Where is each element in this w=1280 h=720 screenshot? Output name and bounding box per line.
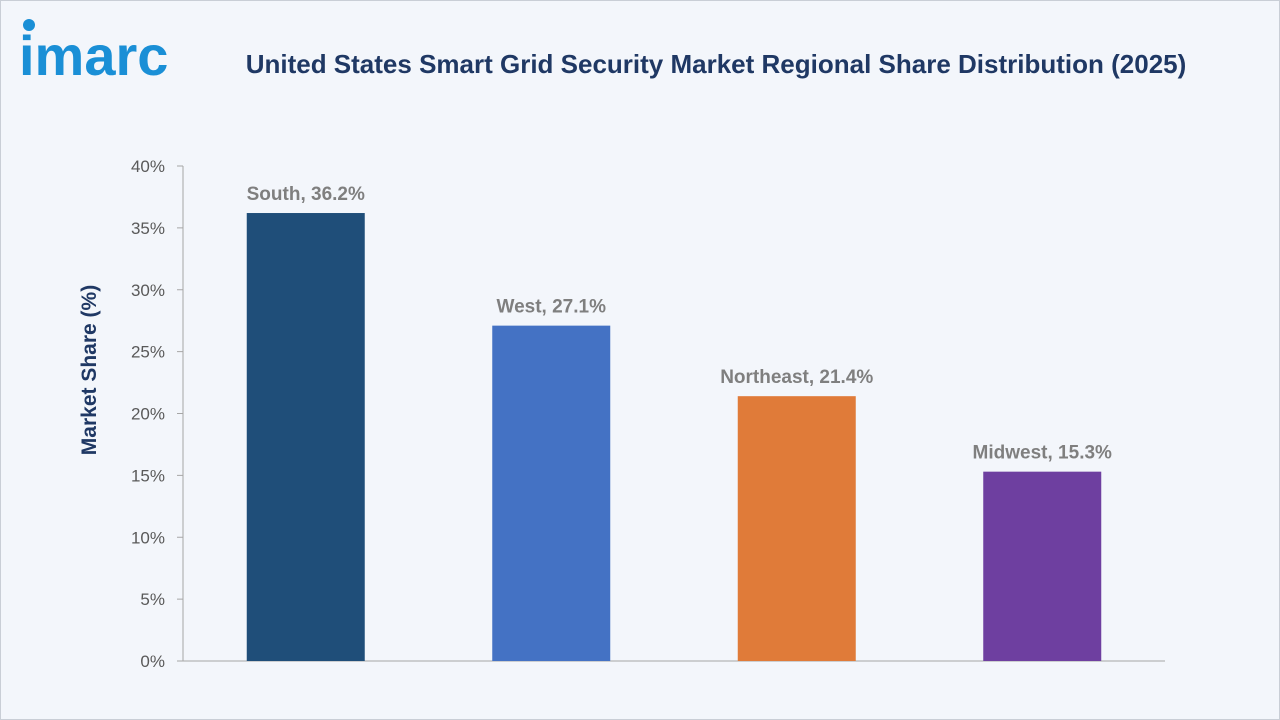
- bar-south: [246, 213, 365, 661]
- y-tick-label: 5%: [140, 590, 165, 609]
- data-label-west: West, 27.1%: [497, 297, 607, 318]
- data-label-south: South, 36.2%: [247, 184, 365, 205]
- chart-title: United States Smart Grid Security Market…: [245, 49, 1187, 79]
- logo-dot: [23, 19, 35, 31]
- y-tick-label: 40%: [131, 157, 165, 176]
- data-label-midwest: Midwest, 15.3%: [973, 443, 1112, 464]
- y-tick-label: 25%: [131, 343, 165, 362]
- imarc-logo: imarc: [19, 19, 168, 87]
- y-tick-label: 35%: [131, 219, 165, 238]
- y-tick-label: 0%: [140, 652, 165, 671]
- y-tick-label: 10%: [131, 528, 165, 547]
- bars: [246, 213, 1102, 661]
- y-tick-label: 30%: [131, 281, 165, 300]
- bar-northeast: [737, 396, 856, 661]
- data-labels: South, 36.2% West, 27.1% Northeast, 21.4% M…: [247, 184, 1112, 464]
- logo-text: imarc: [19, 24, 168, 87]
- bar-west: [492, 325, 611, 661]
- y-tick-label: 15%: [131, 466, 165, 485]
- data-label-northeast: Northeast, 21.4%: [720, 367, 873, 388]
- bar-midwest: [983, 471, 1102, 661]
- y-axis-label: Market Share (%): [78, 285, 101, 455]
- y-tick-label: 20%: [131, 405, 165, 424]
